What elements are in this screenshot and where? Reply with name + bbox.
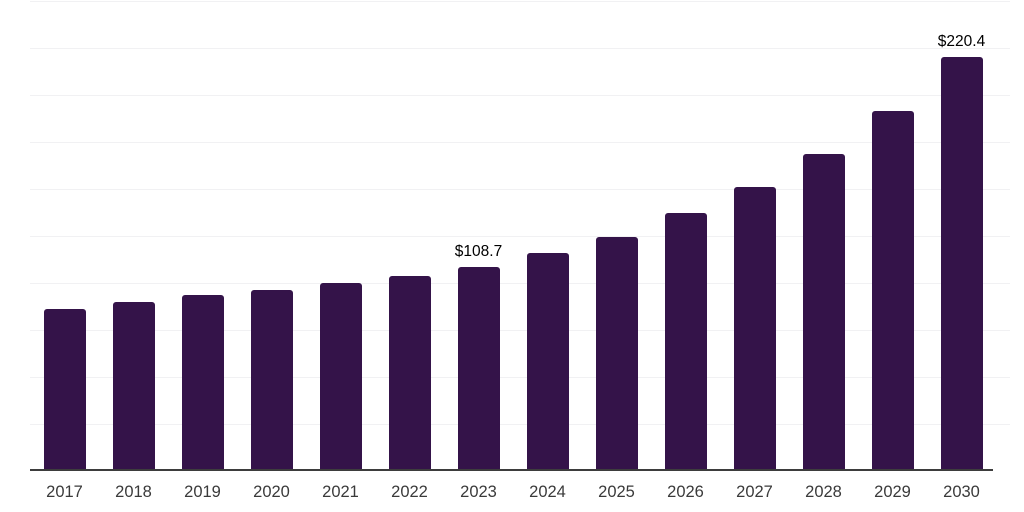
- x-axis-label-2023: 2023: [460, 483, 497, 501]
- bar-group-2017: [30, 1, 99, 471]
- bar-group-2026: [651, 1, 720, 471]
- bar-group-2028: [789, 1, 858, 471]
- bar-group-2029: [858, 1, 927, 471]
- bar-group-2021: [306, 1, 375, 471]
- bar-2021: [319, 283, 362, 471]
- bar-group-2019: [168, 1, 237, 471]
- x-axis-label-2026: 2026: [667, 483, 704, 501]
- bars-row: $108.7 $220.4: [30, 1, 996, 471]
- x-axis-label-2021: 2021: [322, 483, 359, 501]
- bar-2026: [664, 213, 707, 471]
- x-axis-label-2024: 2024: [529, 483, 566, 501]
- bar-2020: [250, 290, 293, 471]
- bar-2030: [940, 56, 983, 471]
- bar-value-label-2030: $220.4: [937, 33, 986, 51]
- x-axis-line: [30, 469, 993, 471]
- bar-group-2024: [513, 1, 582, 471]
- x-axis-label-2019: 2019: [184, 483, 221, 501]
- x-axis-label-2028: 2028: [805, 483, 842, 501]
- bar-2025: [595, 237, 638, 471]
- bar-2018: [112, 302, 155, 471]
- x-axis-label-2022: 2022: [391, 483, 428, 501]
- x-axis-label-2020: 2020: [253, 483, 290, 501]
- bar-group-2022: [375, 1, 444, 471]
- x-axis-label-2027: 2027: [736, 483, 773, 501]
- x-axis-label-2018: 2018: [115, 483, 152, 501]
- bar-2027: [733, 186, 776, 471]
- bar-2022: [388, 276, 431, 471]
- x-axis-label-2025: 2025: [598, 483, 635, 501]
- x-axis-labels: 2017 2018 2019 2020 2021 2022 2023 2024 2025 2026…: [30, 483, 996, 503]
- bar-group-2018: [99, 1, 168, 471]
- bar-2023: [457, 266, 500, 471]
- x-axis-label-2017: 2017: [46, 483, 83, 501]
- x-axis-label-2030: 2030: [943, 483, 980, 501]
- bar-value-label-2023: $108.7: [454, 243, 503, 261]
- bar-group-2030: $220.4: [927, 1, 996, 471]
- bar-group-2023: $108.7: [444, 1, 513, 471]
- bar-group-2027: [720, 1, 789, 471]
- bar-group-2025: [582, 1, 651, 471]
- bar-2028: [802, 153, 845, 471]
- x-axis-label-2029: 2029: [874, 483, 911, 501]
- bar-2029: [871, 111, 914, 471]
- bar-group-2020: [237, 1, 306, 471]
- bar-2017: [43, 309, 86, 471]
- bar-2019: [181, 295, 224, 471]
- bar-2024: [526, 253, 569, 471]
